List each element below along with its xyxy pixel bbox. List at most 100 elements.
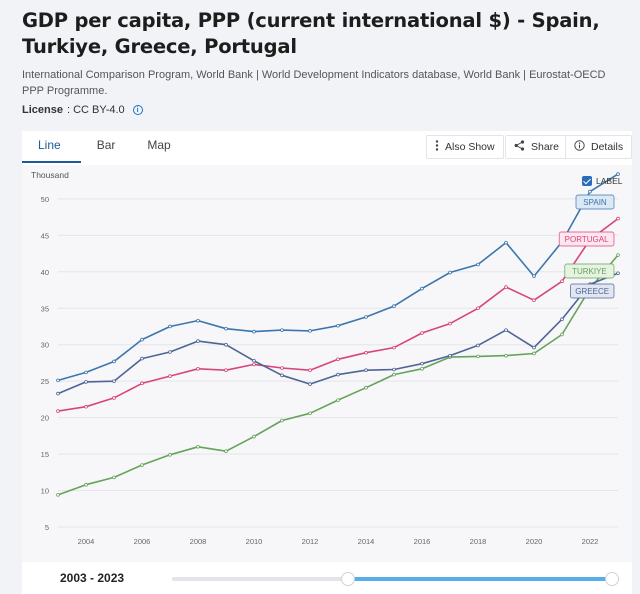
view-tabs: Line Bar Map: [22, 131, 187, 165]
range-slider[interactable]: [172, 572, 619, 586]
x-axis: 2004 2006 2008 2010 2012 2014 2016 2018 2020 2022: [78, 537, 599, 546]
data-point-greece: [252, 358, 256, 363]
data-point-greece: [112, 379, 116, 383]
license-label: License: [22, 104, 63, 116]
data-point-turkiye: [392, 372, 396, 377]
data-point-spain: [504, 240, 508, 245]
more-vertical-icon: [435, 140, 439, 154]
x-tick-label: 2020: [526, 537, 543, 546]
data-point-portugal: [336, 357, 340, 362]
data-point-greece: [448, 353, 452, 358]
data-point-portugal: [616, 216, 620, 221]
tab-line[interactable]: Line: [22, 131, 81, 163]
y-tick-label: 25: [41, 377, 49, 386]
data-point-spain: [476, 262, 480, 267]
tab-map[interactable]: Map: [147, 138, 171, 152]
series-label-portugal: PORTUGAL: [565, 235, 609, 244]
data-point-portugal: [196, 366, 200, 371]
y-tick-label: 30: [41, 341, 49, 350]
data-point-turkiye: [308, 411, 312, 416]
data-point-turkiye: [280, 418, 284, 423]
data-point-spain: [308, 329, 312, 333]
data-point-spain: [392, 304, 396, 308]
data-point-turkiye: [336, 398, 340, 402]
data-point-portugal: [308, 368, 312, 373]
data-point-portugal: [364, 350, 368, 355]
data-point-spain: [336, 323, 340, 328]
also-show-button[interactable]: Also Show: [426, 135, 504, 159]
x-tick-label: 2014: [358, 537, 375, 546]
data-point-turkiye: [168, 453, 172, 457]
data-point-greece: [168, 350, 172, 354]
data-point-portugal: [84, 404, 88, 409]
data-point-portugal: [280, 366, 284, 370]
x-tick-label: 2016: [414, 537, 431, 546]
data-point-greece: [532, 345, 536, 350]
checkbox-checked-icon[interactable]: [582, 176, 592, 186]
data-point-portugal: [392, 345, 396, 350]
data-point-greece: [224, 342, 228, 347]
x-tick-label: 2004: [78, 537, 95, 546]
series-label-spain: SPAIN: [583, 198, 607, 207]
data-point-spain: [84, 370, 88, 375]
y-tick-label: 15: [41, 450, 49, 459]
info-icon[interactable]: i: [132, 105, 143, 115]
series-label-box: [570, 283, 615, 299]
series-label-box: [575, 194, 615, 210]
y-tick-label: 45: [41, 231, 49, 240]
license-value: : CC BY-4.0: [66, 104, 125, 116]
data-point-portugal: [224, 368, 228, 373]
data-point-greece: [476, 343, 480, 348]
data-point-spain: [140, 337, 144, 342]
data-point-portugal: [252, 362, 256, 367]
data-point-greece: [392, 367, 396, 372]
data-point-portugal: [448, 321, 452, 326]
data-point-spain: [280, 328, 284, 332]
range-start-handle[interactable]: [341, 572, 355, 586]
series-label-box: [558, 231, 615, 247]
data-point-turkiye: [84, 482, 88, 487]
details-button[interactable]: Details: [565, 135, 633, 159]
grid: [58, 198, 618, 528]
data-point-spain: [616, 172, 620, 176]
y-tick-label: 20: [41, 414, 49, 423]
data-point-spain: [168, 324, 172, 329]
data-point-portugal: [476, 306, 480, 311]
data-point-portugal: [168, 374, 172, 378]
data-point-spain: [112, 359, 116, 364]
tab-bar[interactable]: Bar: [96, 138, 116, 152]
share-button[interactable]: Share: [505, 135, 569, 159]
y-tick-label: 35: [41, 304, 49, 313]
data-point-portugal: [420, 331, 424, 335]
data-point-turkiye: [420, 366, 424, 371]
range-label: 2003 - 2023: [60, 571, 125, 585]
y-axis: 5 10 15 20 25 30 35 40 45 50: [41, 195, 49, 532]
data-point-spain: [196, 318, 200, 323]
details-label: Details: [591, 141, 624, 153]
data-point-greece: [84, 380, 88, 384]
chart-card: Line Bar Map Also Show Share Details Tho…: [22, 131, 633, 561]
series-label-turkiye: TURKIYE: [572, 267, 607, 276]
data-point-greece: [196, 339, 200, 343]
range-end-handle[interactable]: [605, 572, 619, 586]
y-tick-label: 10: [41, 487, 49, 496]
series-lines: [56, 172, 620, 497]
data-point-greece: [280, 373, 284, 378]
range-slider-fill: [348, 577, 612, 581]
y-unit-label: Thousand: [31, 170, 69, 180]
data-point-greece: [140, 356, 144, 361]
data-point-turkiye: [364, 385, 368, 390]
data-point-turkiye: [476, 354, 480, 359]
data-point-portugal: [504, 285, 508, 289]
data-point-turkiye: [252, 434, 256, 439]
share-label: Share: [531, 141, 560, 153]
series-labels: SPAIN PORTUGAL TURKIYE GREECE: [558, 194, 615, 299]
x-tick-label: 2006: [134, 537, 151, 546]
series-label-greece: GREECE: [575, 287, 609, 296]
x-tick-label: 2012: [302, 537, 319, 546]
also-show-label: Also Show: [445, 141, 495, 153]
data-point-portugal: [532, 298, 536, 303]
data-point-spain: [532, 274, 536, 278]
label-toggle[interactable]: LABEL: [582, 176, 622, 186]
